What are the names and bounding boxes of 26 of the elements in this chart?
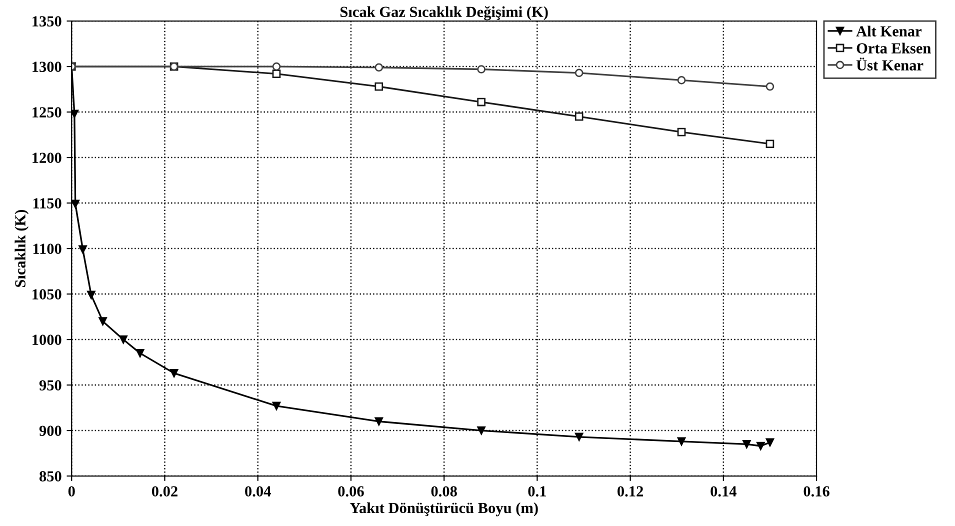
x-tick-label: 0.14 [710, 486, 736, 497]
x-tick-label: 0.08 [431, 486, 457, 497]
y-tick-label: 1200 [32, 152, 62, 163]
x-tick-label: 0.1 [528, 486, 546, 497]
y-tick-label: 1250 [32, 107, 62, 118]
y-tick-label: 1150 [33, 198, 62, 208]
y-axis-title: Sıcaklık (K) [14, 210, 29, 287]
y-tick-label: 850 [39, 471, 62, 482]
x-tick-label: 0.02 [152, 486, 178, 497]
chart-title: Sıcak Gaz Sıcaklık Değişimi (K) [340, 6, 548, 20]
y-tick-label: 900 [39, 426, 62, 436]
x-tick-label: 0 [68, 486, 75, 497]
x-axis-title: Yakıt Dönüştürücü Boyu (m) [350, 502, 538, 516]
x-tick-label: 0.12 [618, 486, 644, 497]
y-tick-label: 1050 [32, 289, 62, 300]
legend-label: Üst Kenar [856, 58, 924, 70]
y-tick-label: 950 [39, 380, 62, 390]
x-tick-label: 0.16 [804, 486, 830, 497]
x-tick-label: 0.04 [245, 486, 271, 497]
x-tick-label: 0.06 [338, 486, 364, 497]
y-tick-label: 1350 [32, 16, 62, 26]
y-tick-label: 1300 [32, 62, 62, 72]
y-tick-label: 1000 [32, 334, 62, 345]
legend-label: Alt Kenar [856, 26, 922, 36]
y-tick-label: 1100 [33, 244, 62, 254]
legend-label: Orta Eksen [856, 42, 931, 54]
